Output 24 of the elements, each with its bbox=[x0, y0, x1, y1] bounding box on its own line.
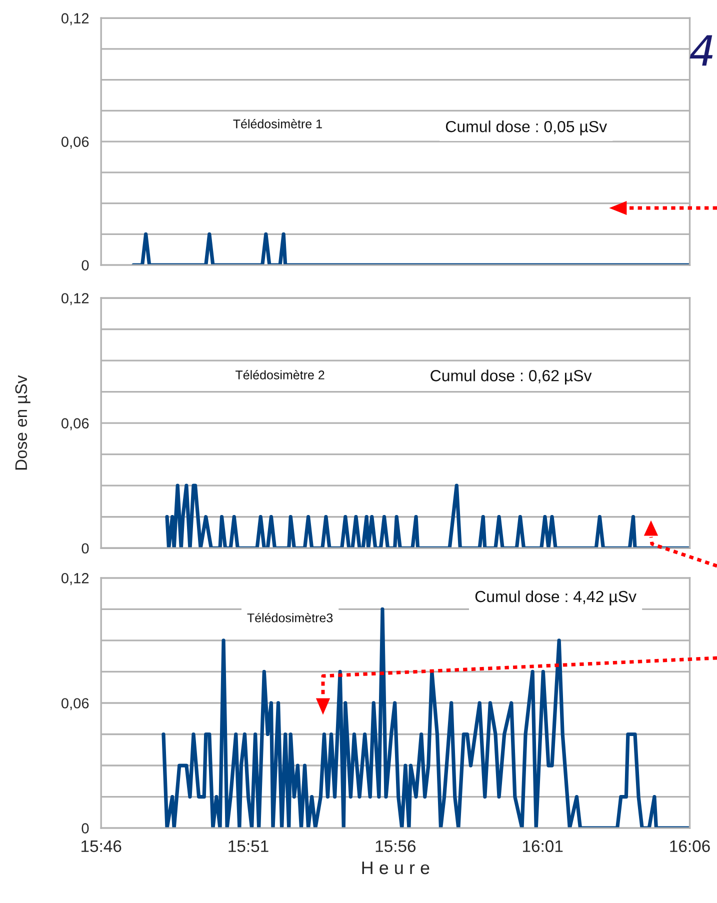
annotation: Télédosimètre 2 bbox=[236, 370, 324, 380]
x-tick-label: 15:46 bbox=[82, 840, 122, 852]
annotation: Télédosimètre3 bbox=[247, 612, 333, 622]
text: 4 bbox=[690, 35, 713, 66]
line-series bbox=[162, 607, 690, 828]
annotation: Cumul dose : 0,05 µSv bbox=[446, 120, 608, 136]
annotation: Cumul dose : 0,62 µSv bbox=[430, 370, 592, 384]
y-tick-label: 0,06 bbox=[61, 136, 89, 149]
y-tick-label: 0,06 bbox=[61, 698, 89, 710]
x-tick-label: 15:51 bbox=[228, 840, 268, 852]
x-tick-label: 15:56 bbox=[376, 840, 416, 852]
y-tick-label: 0,12 bbox=[61, 573, 89, 586]
y-tick-label: 0,12 bbox=[61, 293, 89, 306]
y-tick-label: 0 bbox=[82, 543, 89, 554]
x-axis-title: H e u r e bbox=[362, 862, 430, 874]
y-tick-label: 0 bbox=[82, 823, 89, 834]
y-axis-title: Dose en µSv bbox=[15, 375, 30, 470]
x-tick-label: 16:06 bbox=[670, 840, 710, 852]
y-tick-label: 0,12 bbox=[61, 13, 89, 26]
annotation: Télédosimètre 1 bbox=[233, 119, 322, 128]
annotation: Cumul dose : 4,42 µSv bbox=[475, 590, 636, 606]
x-tick-label: 16:01 bbox=[523, 840, 563, 852]
y-tick-label: 0 bbox=[82, 260, 89, 270]
y-tick-label: 0,06 bbox=[61, 418, 89, 430]
